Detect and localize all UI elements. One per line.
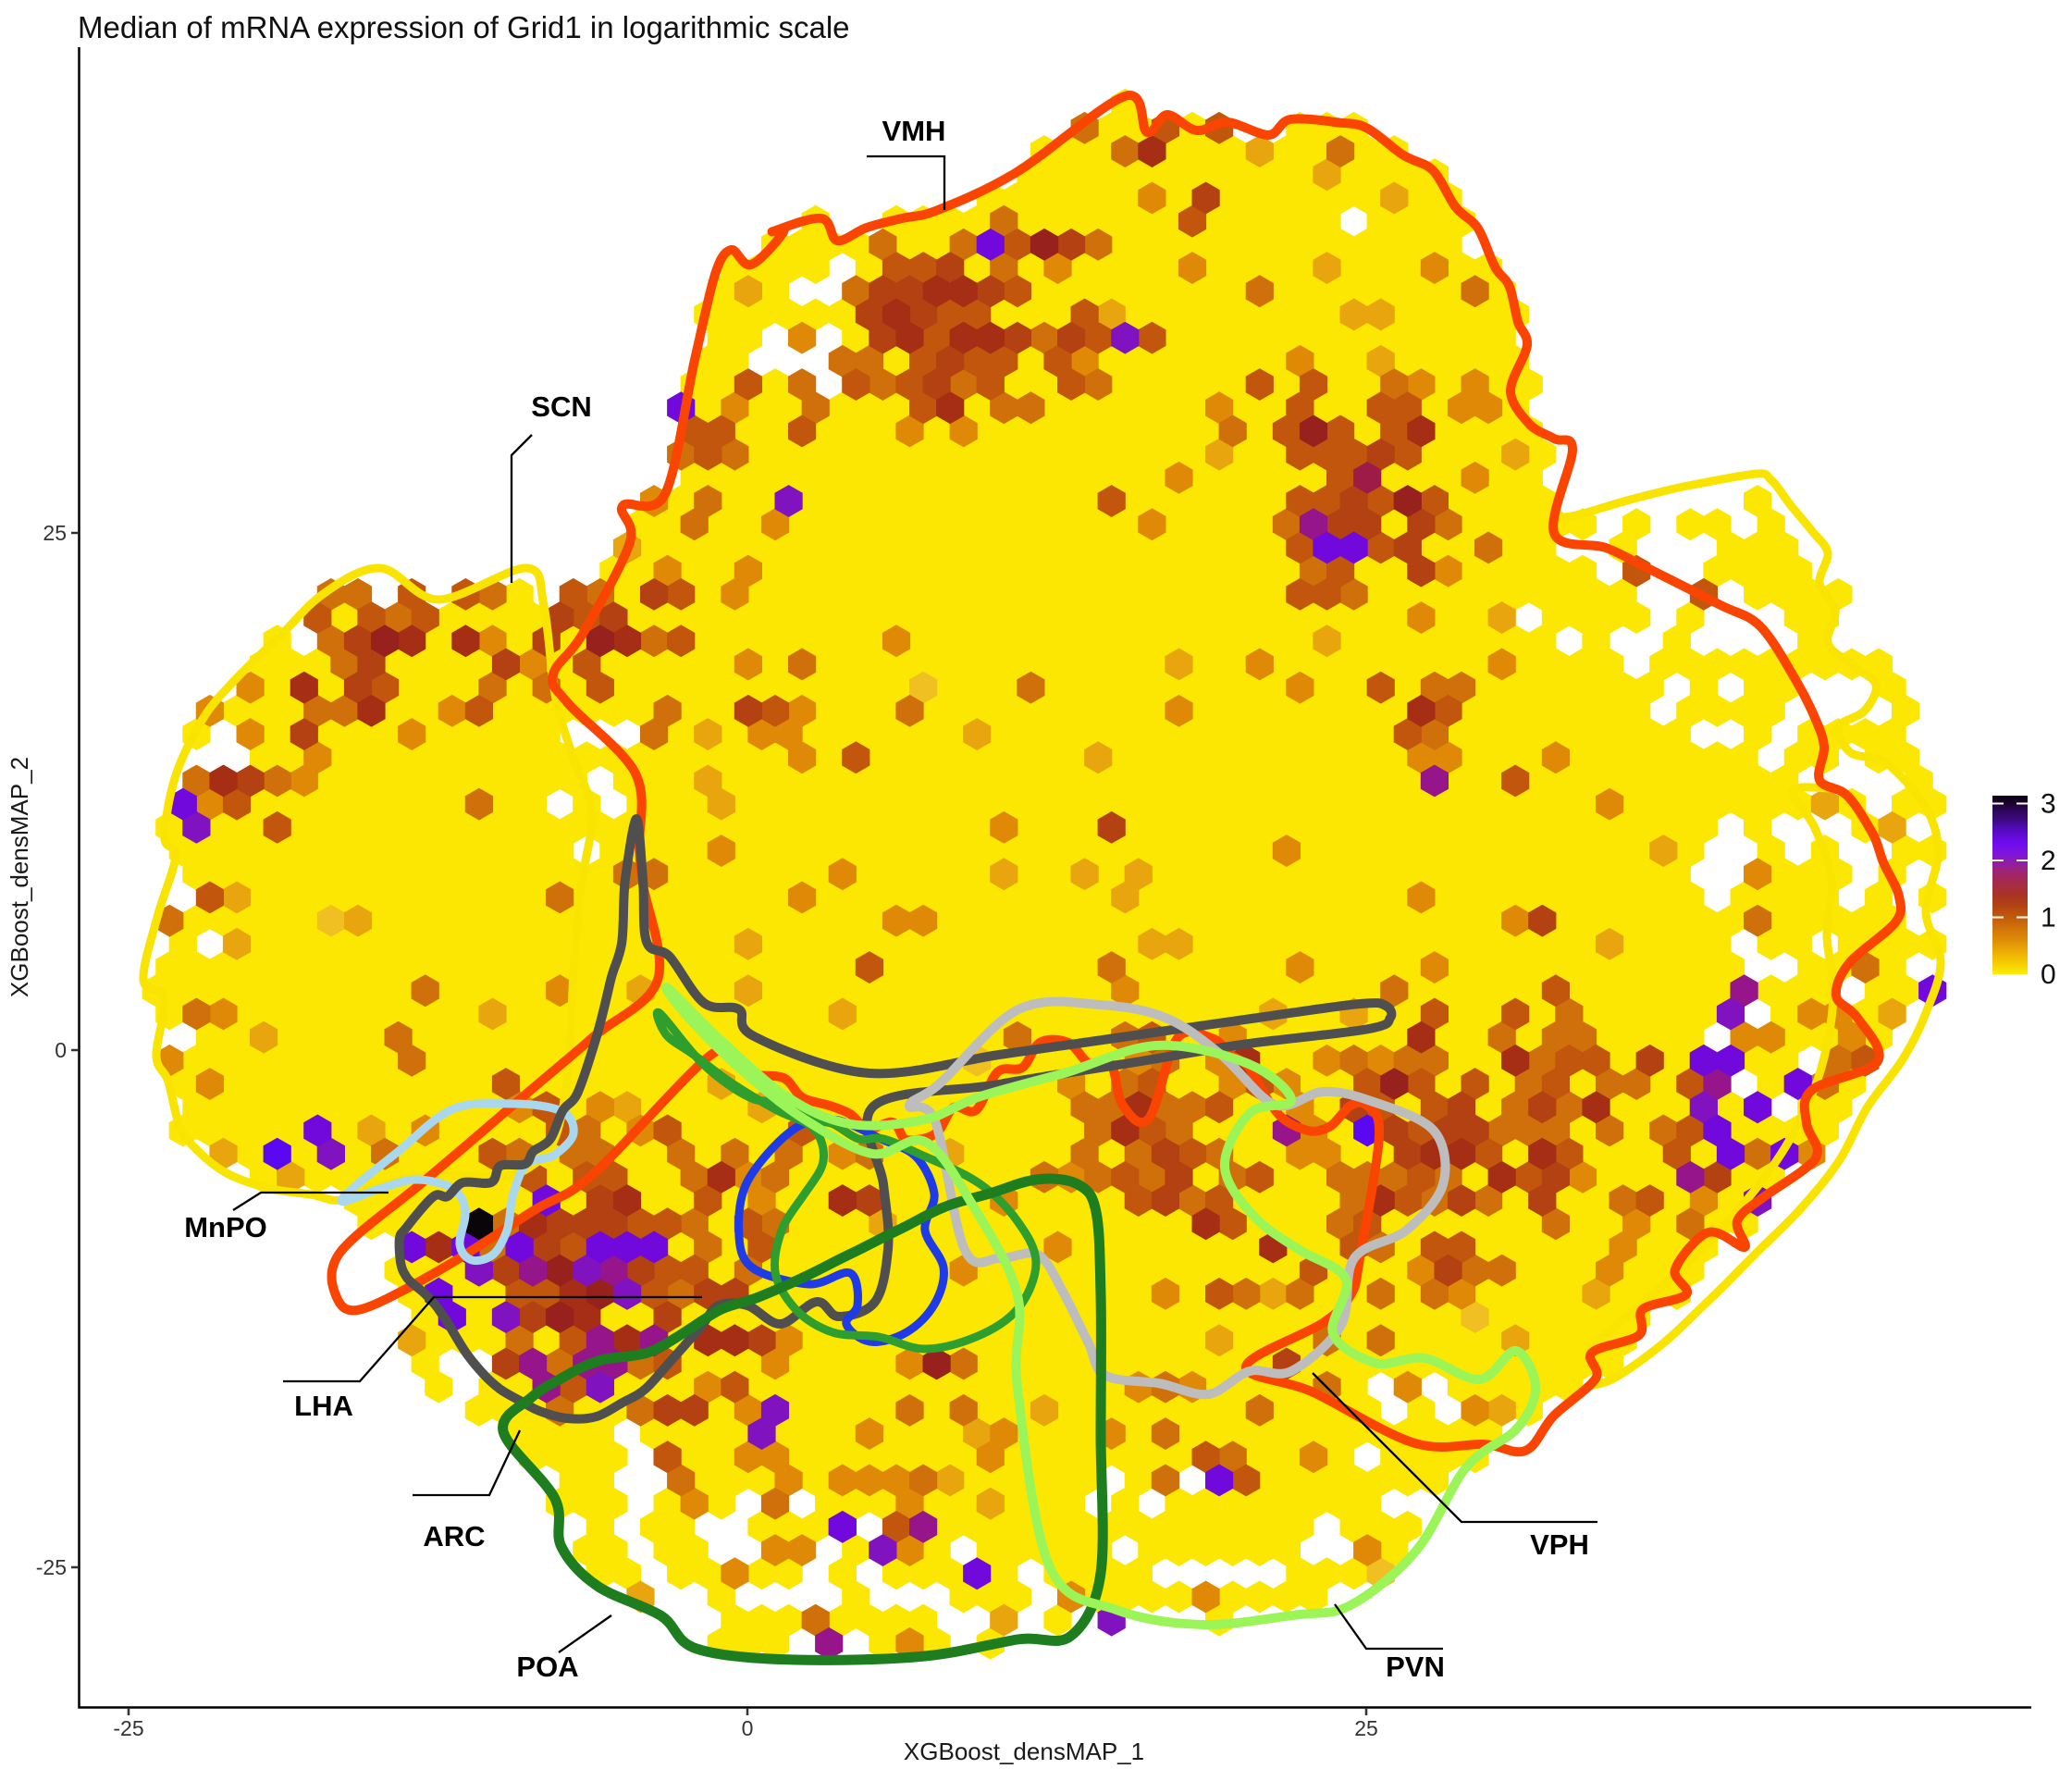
svg-text:ARC: ARC (423, 1520, 485, 1552)
svg-text:XGBoost_densMAP_2: XGBoost_densMAP_2 (6, 757, 33, 997)
svg-text:25: 25 (43, 521, 67, 545)
svg-text:25: 25 (1354, 1716, 1378, 1740)
svg-text:0: 0 (2041, 959, 2056, 990)
svg-text:LHA: LHA (294, 1390, 353, 1422)
svg-text:POA: POA (516, 1651, 578, 1683)
svg-text:-25: -25 (113, 1716, 143, 1740)
svg-text:SCN: SCN (531, 390, 591, 423)
svg-text:0: 0 (55, 1038, 67, 1062)
svg-text:3: 3 (2041, 789, 2056, 820)
svg-text:Median of mRNA expression of G: Median of mRNA expression of Grid1 in lo… (78, 10, 850, 44)
svg-text:MnPO: MnPO (184, 1211, 267, 1243)
svg-text:PVN: PVN (1386, 1651, 1445, 1683)
svg-text:2: 2 (2041, 846, 2056, 876)
svg-text:0: 0 (742, 1716, 754, 1740)
svg-text:1: 1 (2041, 903, 2056, 934)
svg-text:VMH: VMH (882, 115, 946, 147)
svg-text:-25: -25 (36, 1555, 67, 1579)
svg-text:VPH: VPH (1530, 1528, 1589, 1561)
svg-text:XGBoost_densMAP_1: XGBoost_densMAP_1 (904, 1738, 1144, 1765)
